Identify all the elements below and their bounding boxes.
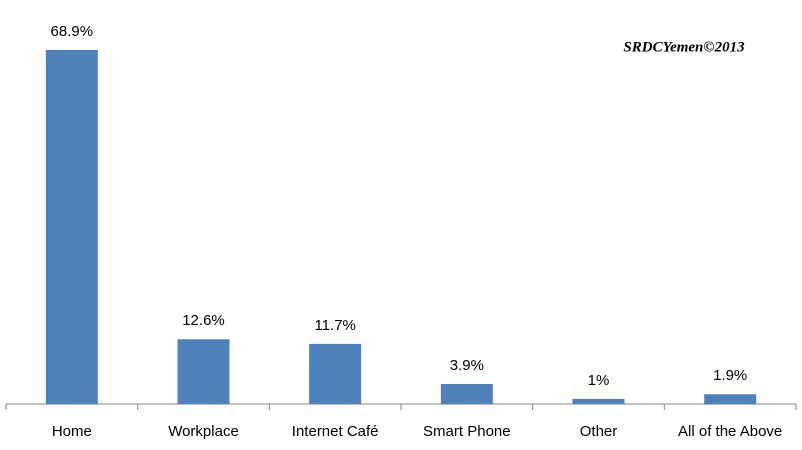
bar [440, 383, 493, 404]
x-tick-label: Internet Café [292, 423, 379, 440]
value-label: 11.7% [314, 317, 355, 334]
x-tick-label: Other [580, 423, 618, 440]
bar [309, 343, 362, 404]
x-tick-label: Home [52, 423, 92, 440]
x-tick-label: Workplace [168, 423, 239, 440]
bar [45, 50, 98, 404]
bar [177, 339, 230, 404]
value-label: 1.9% [713, 367, 747, 384]
bar [572, 398, 625, 404]
x-tick-label: All of the Above [678, 423, 782, 440]
value-label: 68.9% [51, 23, 94, 40]
annotation: SRDCYemen©2013 [623, 39, 745, 55]
bar [704, 394, 757, 404]
value-label: 1% [588, 372, 610, 389]
x-tick-label: Smart Phone [423, 423, 511, 440]
value-label: 3.9% [450, 357, 484, 374]
value-label: 12.6% [182, 312, 225, 329]
